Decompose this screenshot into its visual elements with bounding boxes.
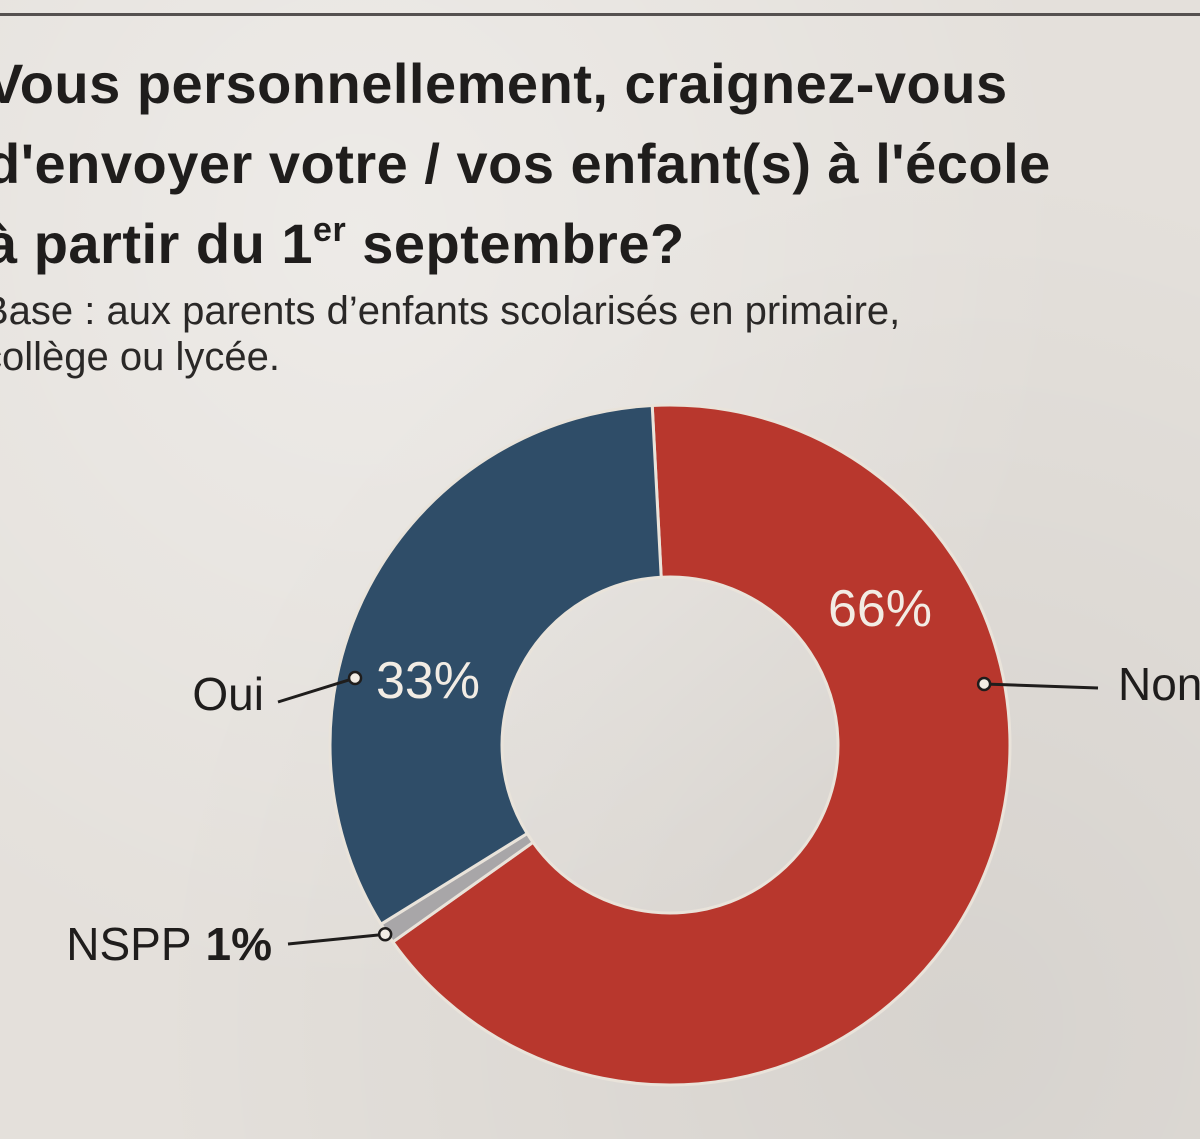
title-line-3: à partir du 1er septembre? xyxy=(0,204,1200,284)
leader-line-oui xyxy=(277,676,356,704)
title-line-2: d'envoyer votre / vos enfant(s) à l'écol… xyxy=(0,132,1051,195)
category-label-oui: Oui xyxy=(192,668,264,720)
title-line-3-start: à partir du 1 xyxy=(0,212,314,275)
top-rule xyxy=(0,0,1200,16)
leader-dot-oui xyxy=(347,670,363,686)
slice-oui xyxy=(328,403,663,927)
leader-dot-non xyxy=(976,676,992,692)
category-label-non: Non xyxy=(1118,658,1200,710)
leader-dot-nspp xyxy=(377,927,393,942)
slice-non xyxy=(390,403,1012,1087)
leader-line-nspp xyxy=(287,932,386,946)
subtitle-line-2: collège ou lycée. xyxy=(0,335,280,379)
donut-slices xyxy=(328,403,1012,1087)
leader-line-non xyxy=(984,682,1099,690)
category-label-nspp: NSPP 1% xyxy=(66,918,272,970)
title-superscript: er xyxy=(313,211,347,249)
slice-label-oui: 33% xyxy=(376,652,480,710)
nspp-name: NSPP xyxy=(66,918,191,970)
chart-title: Vous personnellement, craignez-vous d'en… xyxy=(0,44,1200,284)
title-line-1: Vous personnellement, craignez-vous xyxy=(0,52,1008,115)
chart-subtitle: Base : aux parents d’enfants scolarisés … xyxy=(0,288,1200,380)
subtitle-line-1: Base : aux parents d’enfants scolarisés … xyxy=(0,289,901,333)
slice-label-non: 66% xyxy=(828,580,932,638)
leader-lines xyxy=(277,670,1099,946)
title-line-3-end: septembre? xyxy=(346,212,685,275)
nspp-value: 1% xyxy=(206,918,272,970)
